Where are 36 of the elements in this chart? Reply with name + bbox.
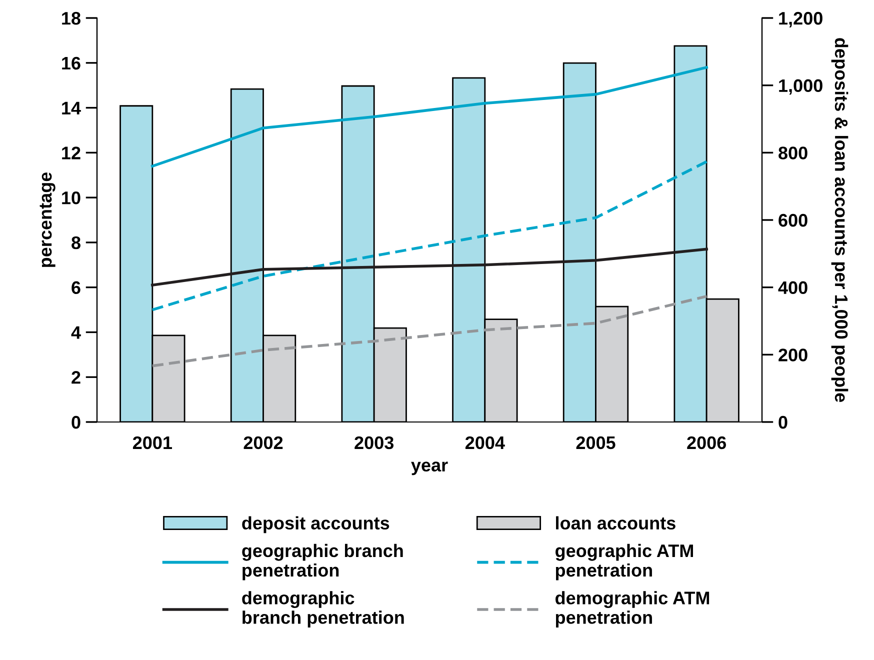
y-tick-label: 18	[62, 12, 80, 25]
y-tick-label: 2	[72, 371, 80, 384]
y-tick-label: 4	[71, 326, 81, 339]
y-axis-title: percentage	[40, 172, 56, 267]
line-series	[151, 160, 708, 312]
y2-tick-label: 600	[778, 214, 808, 227]
line-series	[151, 66, 708, 168]
line-series	[151, 248, 708, 286]
y2-axis-title: deposits & loan accounts per 1,000 people	[831, 38, 848, 402]
y-tick-label: 6	[72, 281, 80, 294]
y-tick-label: 0	[72, 416, 80, 429]
legend-label: demographic ATM penetration	[556, 591, 710, 628]
x-tick-label: 2005	[576, 436, 616, 450]
y2-tick-label: 1,000	[779, 79, 822, 95]
y-tick-label: 8	[72, 236, 80, 250]
x-tick-label: 2002	[244, 436, 283, 450]
y2-tick-label: 200	[778, 348, 808, 362]
y2-tick-label: 1,200	[779, 12, 822, 28]
x-tick-label: 2001	[132, 436, 172, 450]
legend-label: deposit accounts	[242, 516, 390, 534]
line-series	[151, 294, 708, 368]
legend-label: loan accounts	[556, 516, 676, 530]
legend-label: geographic branch penetration	[242, 544, 403, 580]
y2-tick-label: 0	[778, 416, 788, 429]
legend-label: demographic branch penetration	[242, 591, 404, 628]
x-tick-label: 2006	[687, 436, 726, 450]
y-tick-label: 14	[62, 102, 81, 114]
x-axis-title: year	[411, 462, 448, 476]
y2-tick-label: 800	[778, 146, 808, 160]
y2-tick-label: 400	[778, 281, 808, 294]
y-tick-label: 10	[62, 191, 80, 204]
legend-label: geographic ATM penetration	[556, 544, 693, 580]
x-tick-label: 2003	[354, 436, 394, 450]
y-tick-label: 16	[62, 56, 80, 70]
y-tick-label: 12	[62, 146, 80, 160]
x-tick-label: 2004	[465, 436, 505, 450]
